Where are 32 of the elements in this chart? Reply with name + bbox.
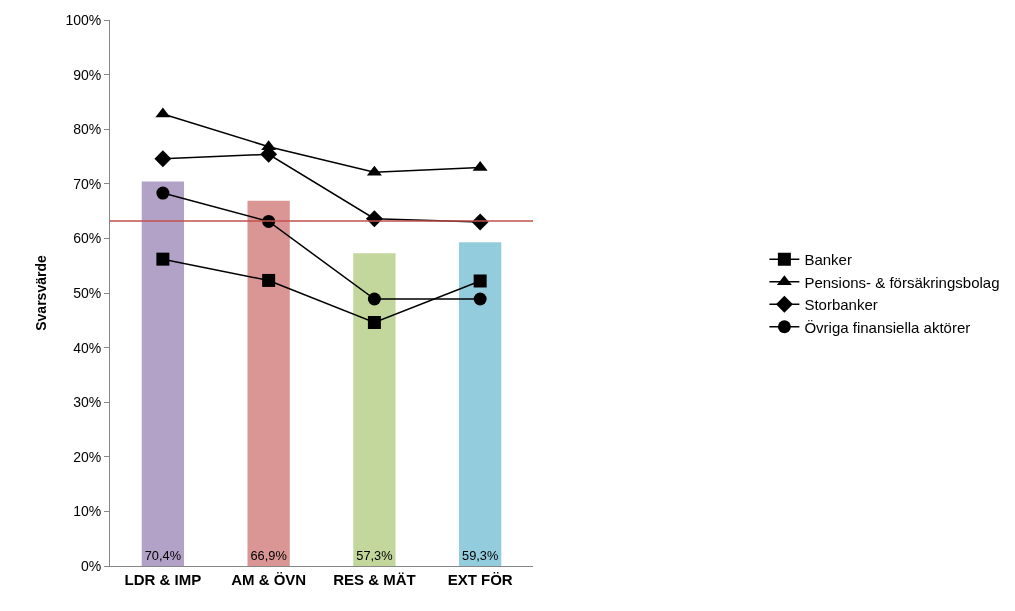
y-axis-title: Svarsvärde: [32, 255, 49, 331]
x-tick-label: LDR & IMP: [124, 571, 202, 588]
data-label: 57,3%: [356, 548, 393, 564]
legend-label: Banker: [804, 251, 852, 269]
legend-label: Pensions- & försäkringsbolag: [804, 273, 1000, 291]
y-tick-label: 60%: [73, 230, 102, 247]
legend-label: Övriga finansiella aktörer: [804, 318, 971, 336]
y-tick-label: 40%: [73, 339, 102, 356]
data-label: 59,3%: [462, 548, 499, 564]
data-label: 70,4%: [144, 548, 182, 564]
legend-label: Storbanker: [804, 296, 878, 314]
point: [367, 292, 381, 306]
x-tick-label: AM & ÖVN: [231, 571, 307, 588]
point: [367, 315, 381, 329]
point: [473, 274, 487, 288]
x-tick-label: RES & MÄT: [333, 571, 416, 588]
point: [156, 186, 170, 200]
y-tick-label: 70%: [73, 175, 102, 192]
point: [154, 150, 172, 168]
y-tick-label: 90%: [73, 66, 102, 83]
y-tick-label: 100%: [65, 11, 102, 28]
y-tick-label: 0%: [80, 557, 102, 574]
x-tick-label: EXT FÖR: [447, 571, 513, 588]
point: [262, 273, 276, 287]
point: [473, 292, 487, 306]
y-tick-label: 10%: [73, 503, 102, 520]
y-tick-label: 50%: [73, 284, 102, 301]
y-tick-label: 30%: [73, 394, 102, 411]
point: [156, 252, 170, 266]
data-label: 66,9%: [250, 548, 287, 564]
y-tick-label: 80%: [73, 121, 102, 138]
y-tick-label: 20%: [73, 448, 102, 465]
